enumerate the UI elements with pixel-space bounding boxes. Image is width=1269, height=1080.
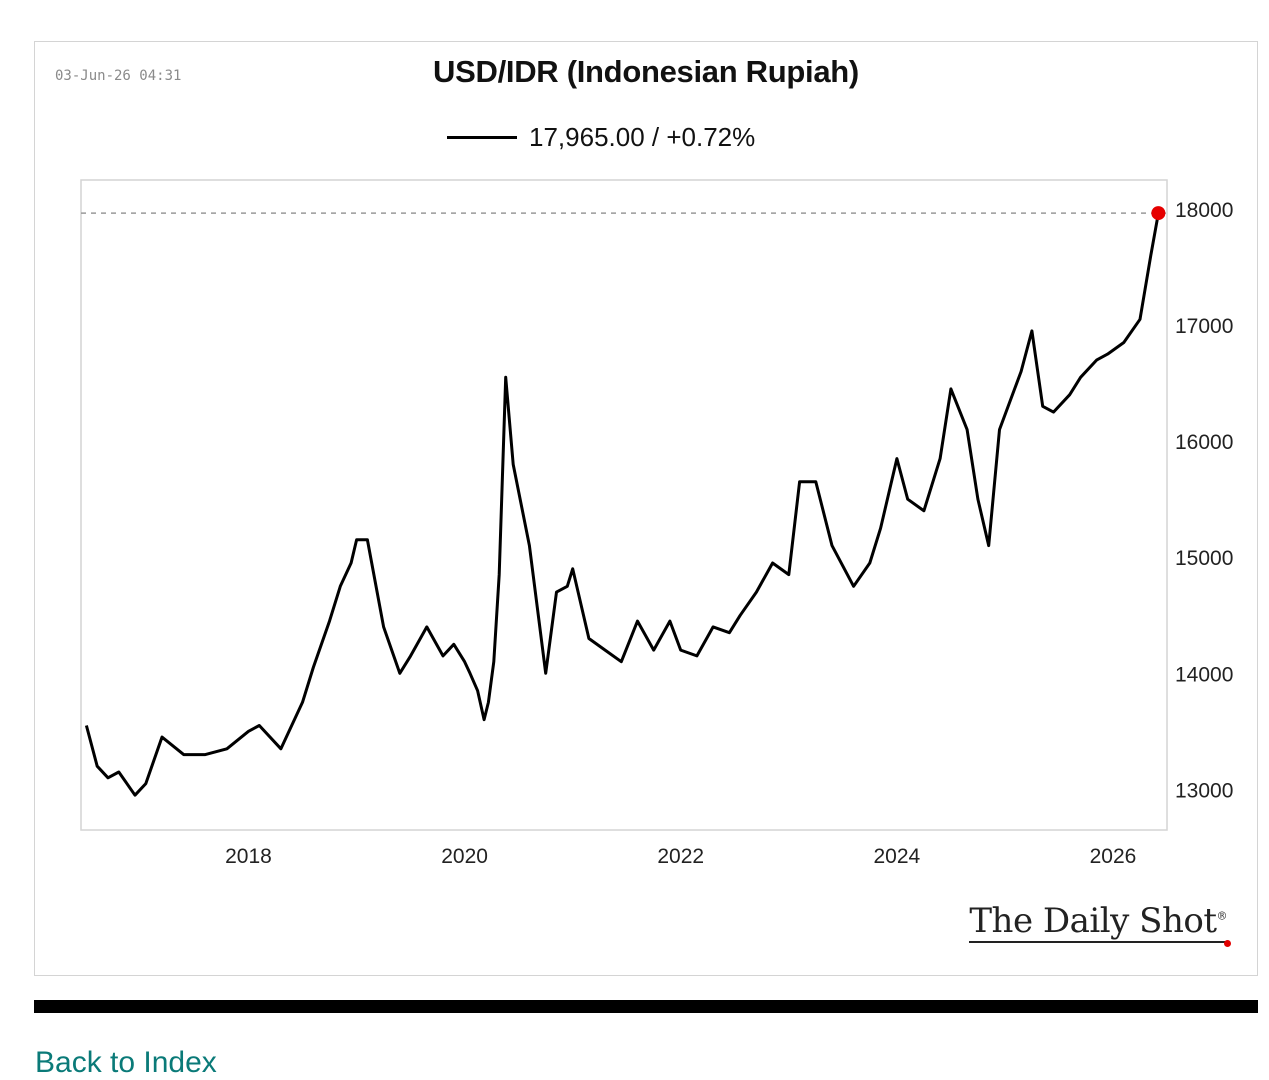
divider-bar (34, 1000, 1258, 1013)
x-tick-label: 2018 (225, 845, 272, 868)
daily-shot-logo: The Daily Shot® (969, 901, 1231, 947)
back-to-index-link[interactable]: Back to Index (35, 1046, 217, 1079)
legend: 17,965.00 / +0.72% (447, 122, 755, 153)
chart-title: USD/IDR (Indonesian Rupiah) (433, 54, 859, 89)
chart-card: 03-Jun-26 04:31 USD/IDR (Indonesian Rupi… (34, 41, 1258, 976)
logo-text: The Daily Shot (969, 901, 1217, 941)
timestamp: 03-Jun-26 04:31 (55, 68, 182, 84)
legend-label: 17,965.00 / +0.72% (529, 122, 756, 152)
chart-svg: 2018 2020 2022 2024 2026 13000 14000 15000 1600… (80, 179, 1233, 868)
x-tick-label: 2020 (441, 845, 488, 868)
last-point-marker (1151, 206, 1166, 221)
y-tick-label: 14000 (1175, 663, 1233, 686)
registered-mark: ® (1216, 909, 1228, 923)
y-tick-label: 17000 (1175, 315, 1233, 338)
logo-red-dot (1224, 939, 1231, 947)
plot-frame (80, 179, 1168, 831)
x-tick-label: 2022 (657, 845, 704, 868)
y-tick-label: 16000 (1175, 431, 1233, 454)
legend-line-swatch (447, 136, 517, 139)
usd-idr-series-line (84, 212, 1160, 797)
y-tick-label: 18000 (1175, 199, 1233, 222)
x-tick-label: 2024 (873, 845, 920, 868)
y-tick-label: 15000 (1175, 547, 1233, 570)
x-tick-label: 2026 (1090, 845, 1137, 868)
y-tick-label: 13000 (1175, 779, 1233, 802)
